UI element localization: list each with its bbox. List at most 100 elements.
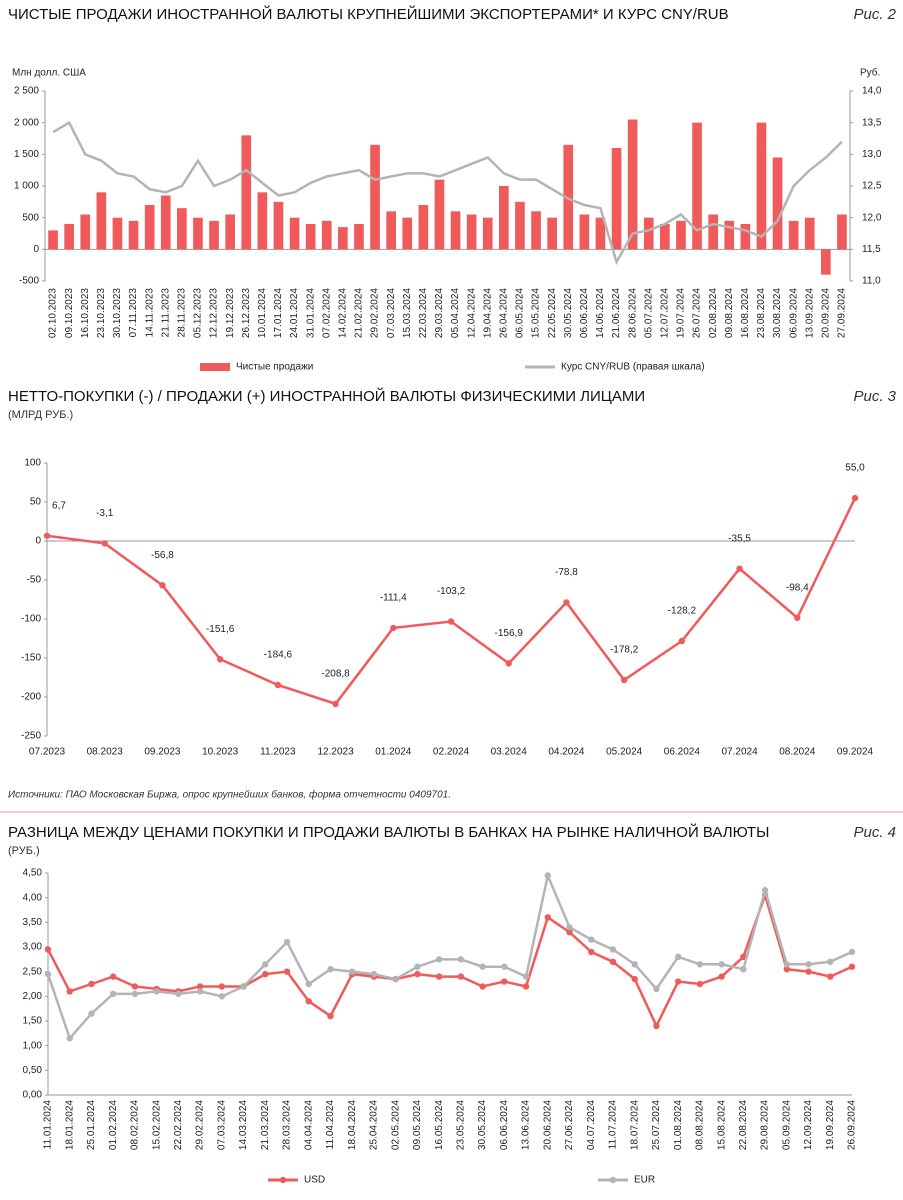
x-tick-label: 14.06.2024 [595,288,606,338]
figure-label: Рис. 4 [853,824,896,841]
point [196,983,204,990]
x-tick-label: 30.05.2024 [477,1100,488,1150]
point [414,963,421,970]
y2-tick-label: 11,5 [862,244,881,255]
y2-tick-label: 12,5 [862,181,882,192]
y-tick-label: 2,00 [23,991,43,1002]
chart-title: НЕТТО-ПОКУПКИ (-) / ПРОДАЖИ (+) ИНОСТРАН… [8,387,645,405]
point [479,983,486,990]
chart-title: ЧИСТЫЕ ПРОДАЖИ ИНОСТРАННОЙ ВАЛЮТЫ КРУПНЕ… [8,5,729,23]
x-tick-label: 11.2023 [260,747,296,758]
x-tick-label: 08.2023 [87,747,124,758]
x-tick-label: 26.04.2024 [498,288,509,338]
x-tick-label: 06.09.2024 [788,288,799,338]
x-tick-label: 23.10.2023 [96,288,107,338]
x-tick-label: 08.2024 [779,747,816,758]
value-label: -208,8 [321,669,350,680]
x-tick-label: 12.2023 [317,747,354,758]
value-label: -3,1 [96,508,114,519]
bar [579,214,590,250]
y-tick-label: 3,50 [23,917,43,928]
x-tick-label: 29.02.2024 [195,1100,206,1150]
bar [273,201,284,250]
bar [837,214,847,250]
point [44,946,52,953]
point [740,966,747,973]
bar [128,220,139,250]
x-tick-label: 14.02.2024 [337,288,348,338]
y-tick-label: -150 [21,653,41,664]
x-tick-label: 08.02.2024 [130,1100,141,1150]
x-tick-label: 25.04.2024 [369,1100,380,1150]
point [827,958,834,965]
point [327,1012,334,1020]
point [794,614,801,621]
legend-label: Чистые продажи [236,362,313,373]
y2-tick-label: 12,0 [862,212,882,223]
legend-label: EUR [634,1175,655,1186]
point [544,872,551,879]
point [631,975,638,983]
y2-tick-label: 13,5 [862,117,882,128]
point [620,676,628,684]
x-tick-label: 27.09.2024 [837,288,848,338]
point [718,961,725,968]
x-tick-label: 06.06.2024 [499,1100,510,1150]
x-tick-label: 09.10.2023 [64,288,75,338]
x-tick-label: 01.08.2024 [673,1100,684,1150]
chart-subtitle: (РУБ.) [8,845,40,857]
bar [531,211,541,250]
point [131,990,139,998]
x-tick-label: 30.10.2023 [112,288,123,338]
bar [821,249,831,275]
point [435,973,443,980]
x-tick-label: 09.08.2024 [724,288,735,338]
point [435,956,443,963]
x-tick-label: 30.05.2024 [563,288,574,338]
point [414,970,421,978]
point [283,938,291,946]
x-tick-label: 09.2023 [144,747,181,758]
x-tick-label: 27.06.2024 [564,1100,575,1150]
x-tick-label: 29.08.2024 [760,1100,771,1150]
point [349,968,356,975]
y-tick-label: -50 [27,575,42,586]
point [848,948,856,956]
value-label: -151,6 [206,624,235,635]
x-tick-label: 16.08.2024 [740,288,751,338]
legend-marker [609,1176,617,1184]
bar [386,211,396,250]
bar [193,217,203,250]
legend-swatch [200,363,230,371]
x-tick-label: 11.04.2024 [325,1100,336,1150]
bar [241,135,252,250]
point [588,936,595,943]
point [175,990,182,998]
x-tick-label: 13.06.2024 [521,1100,532,1150]
point [153,988,160,995]
bar [724,220,735,250]
x-tick-label: 07.03.2024 [386,288,397,338]
point [390,624,397,632]
value-label: -128,2 [668,606,697,617]
point [447,618,455,625]
x-tick-label: 12.09.2024 [803,1100,814,1150]
x-tick-label: 04.07.2024 [586,1100,597,1150]
bar [563,144,574,250]
point [457,956,465,963]
point [501,963,508,970]
bar [112,217,123,250]
point [101,540,108,547]
x-tick-label: 25.07.2024 [651,1100,662,1150]
point [588,948,595,956]
series-line [46,871,853,1041]
y-tick-label: 500 [22,212,39,223]
x-tick-label: 12.04.2024 [466,288,477,338]
point [109,990,117,998]
point [43,532,51,539]
x-tick-label: 15.02.2024 [151,1100,162,1150]
x-tick-label: 15.03.2024 [402,288,413,338]
point [44,970,52,978]
bar [257,192,268,250]
value-label: 6,7 [52,500,66,511]
